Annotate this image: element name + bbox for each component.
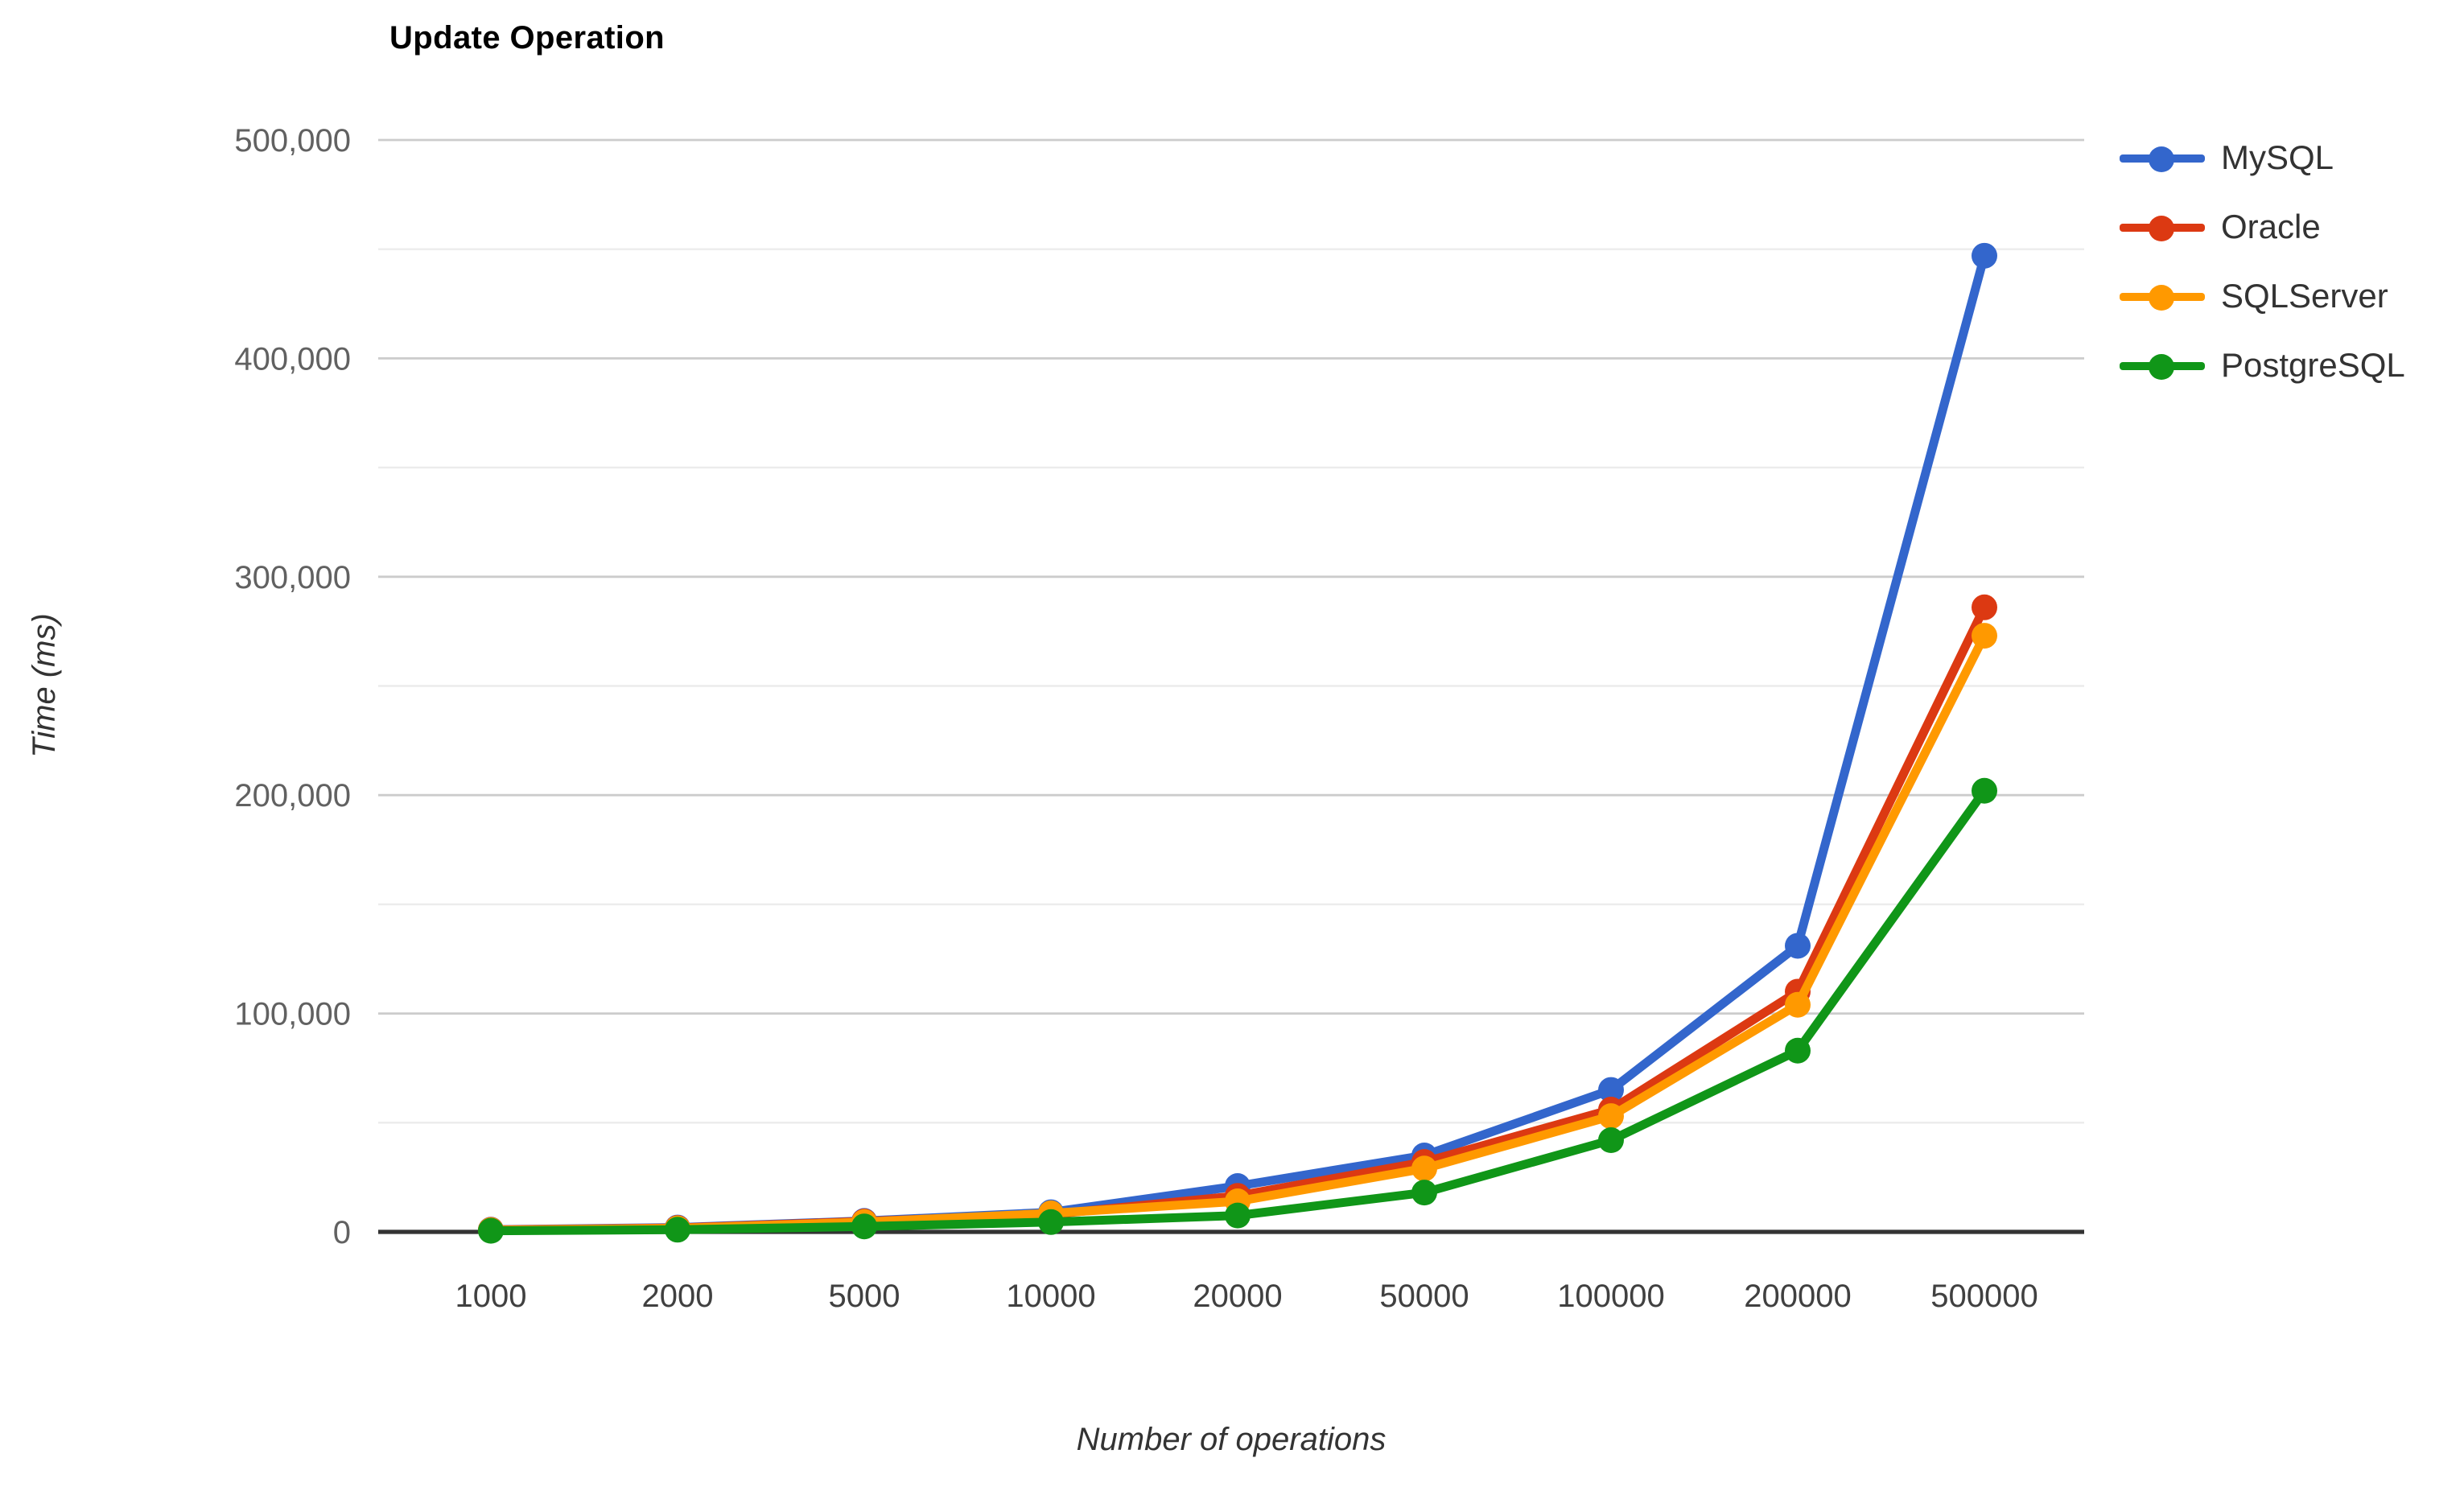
legend: MySQL Oracle SQLServer PostgreSQL xyxy=(2120,124,2405,401)
legend-item-postgresql: PostgreSQL xyxy=(2120,332,2405,401)
y-tick-label: 300,000 xyxy=(234,560,351,595)
data-point-sqlserver-50000 xyxy=(1411,1155,1437,1182)
legend-item-oracle: Oracle xyxy=(2120,193,2405,262)
data-point-sqlserver-100000 xyxy=(1598,1103,1624,1130)
data-point-postgresql-500000 xyxy=(1972,777,1997,804)
x-tick-label: 100000 xyxy=(1557,1279,1664,1314)
series-line-mysql xyxy=(486,251,1989,1234)
data-point-postgresql-100000 xyxy=(1598,1127,1624,1154)
x-tick-label: 200000 xyxy=(1744,1279,1851,1314)
data-point-mysql-500000 xyxy=(1972,242,1997,269)
data-point-postgresql-1000 xyxy=(478,1217,504,1244)
legend-item-label: SQLServer xyxy=(2221,278,2388,315)
y-tick-label: 200,000 xyxy=(234,778,351,813)
y-tick-label: 0 xyxy=(333,1215,351,1250)
legend-line-dot-icon xyxy=(2120,353,2205,379)
data-point-postgresql-200000 xyxy=(1785,1037,1811,1064)
x-tick-label: 5000 xyxy=(829,1279,900,1314)
data-point-postgresql-5000 xyxy=(851,1213,877,1240)
legend-item-label: Oracle xyxy=(2221,208,2321,245)
x-tick-label: 1000 xyxy=(455,1279,527,1314)
x-tick-label: 500000 xyxy=(1930,1279,2038,1314)
y-tick-label: 500,000 xyxy=(234,123,351,159)
data-point-postgresql-2000 xyxy=(665,1217,690,1243)
y-tick-label: 400,000 xyxy=(234,341,351,377)
x-tick-label: 20000 xyxy=(1193,1279,1282,1314)
legend-item-label: MySQL xyxy=(2221,139,2334,176)
data-point-sqlserver-200000 xyxy=(1785,991,1811,1018)
data-point-mysql-100000 xyxy=(1598,1077,1624,1103)
data-point-oracle-500000 xyxy=(1972,594,1997,620)
x-tick-label: 50000 xyxy=(1379,1279,1469,1314)
series-line-sqlserver xyxy=(486,631,1989,1235)
chart-title: Update Operation xyxy=(389,21,665,56)
x-tick-label: 2000 xyxy=(642,1279,714,1314)
legend-item-mysql: MySQL xyxy=(2120,124,2405,193)
legend-item-label: PostgreSQL xyxy=(2221,347,2405,384)
data-point-sqlserver-500000 xyxy=(1972,623,1997,649)
x-axis-title: Number of operations xyxy=(1077,1422,1387,1457)
data-point-postgresql-10000 xyxy=(1038,1209,1064,1235)
y-axis-title: Time (ms) xyxy=(27,613,62,758)
y-tick-label: 100,000 xyxy=(234,997,351,1032)
series-line-oracle xyxy=(486,603,1989,1235)
data-point-postgresql-50000 xyxy=(1411,1180,1437,1206)
data-point-mysql-200000 xyxy=(1785,933,1811,959)
legend-line-dot-icon xyxy=(2120,284,2205,310)
legend-item-sqlserver: SQLServer xyxy=(2120,262,2405,332)
x-tick-label: 10000 xyxy=(1006,1279,1095,1314)
data-point-postgresql-20000 xyxy=(1225,1202,1251,1229)
legend-line-dot-icon xyxy=(2120,146,2205,171)
legend-line-dot-icon xyxy=(2120,215,2205,241)
